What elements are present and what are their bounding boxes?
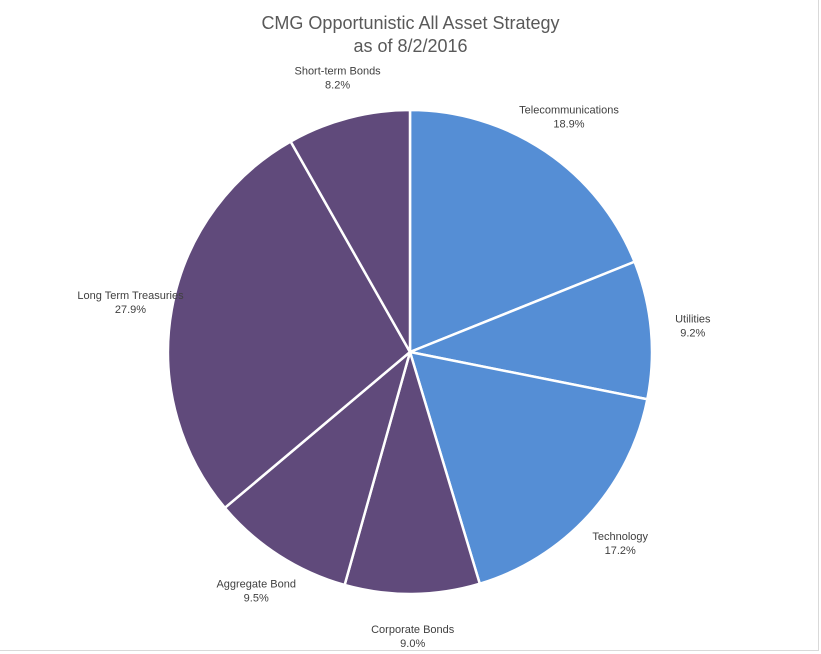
data-label-percent: 9.5% — [244, 593, 269, 605]
data-label-percent: 17.2% — [605, 545, 636, 557]
data-label-percent: 18.9% — [553, 119, 584, 131]
pie-slices — [166, 108, 654, 596]
data-label-category: Utilities — [675, 314, 711, 326]
pie-data-labels: Telecommunications 18.9% Utilities 9.2% Tech… — [77, 65, 711, 650]
data-label-category: Corporate Bonds — [371, 624, 455, 636]
pie-slice-long-term-treasuries — [166, 140, 412, 510]
pie-slice-corporate-bonds — [343, 350, 482, 596]
data-label-category: Technology — [592, 531, 648, 543]
data-label-utilities: Utilities 9.2% — [675, 314, 711, 340]
data-label-category: Short-term Bonds — [294, 65, 381, 77]
data-label-short-term-bonds: Short-term Bonds 8.2% — [294, 65, 381, 91]
data-label-percent: 9.0% — [400, 638, 425, 650]
data-label-technology: Technology 17.2% — [592, 531, 648, 557]
chart-title: CMG Opportunistic All Asset Strategy — [261, 13, 560, 33]
data-label-category: Telecommunications — [519, 105, 619, 117]
data-label-category: Aggregate Bond — [216, 579, 296, 591]
pie-slice-utilities — [408, 260, 654, 401]
data-label-percent: 9.2% — [680, 328, 705, 340]
data-label-corporate-bonds: Corporate Bonds 9.0% — [371, 624, 455, 650]
data-label-telecommunications: Telecommunications 18.9% — [519, 105, 619, 131]
chart-title-block: CMG Opportunistic All Asset Strategy as … — [0, 12, 821, 58]
data-label-aggregate-bond: Aggregate Bond 9.5% — [216, 579, 296, 605]
pie-slice-telecommunications — [408, 108, 636, 354]
chart-subtitle: as of 8/2/2016 — [353, 36, 468, 56]
pie-slice-aggregate-bond — [223, 350, 412, 587]
data-label-percent: 8.2% — [325, 79, 350, 91]
data-label-category: Long Term Treasuries — [77, 290, 184, 302]
pie-slice-short-term-bonds — [289, 108, 412, 354]
data-label-long-term-treasuries: Long Term Treasuries 27.9% — [77, 290, 184, 316]
pie-slice-technology — [408, 350, 649, 585]
data-label-percent: 27.9% — [115, 304, 146, 316]
